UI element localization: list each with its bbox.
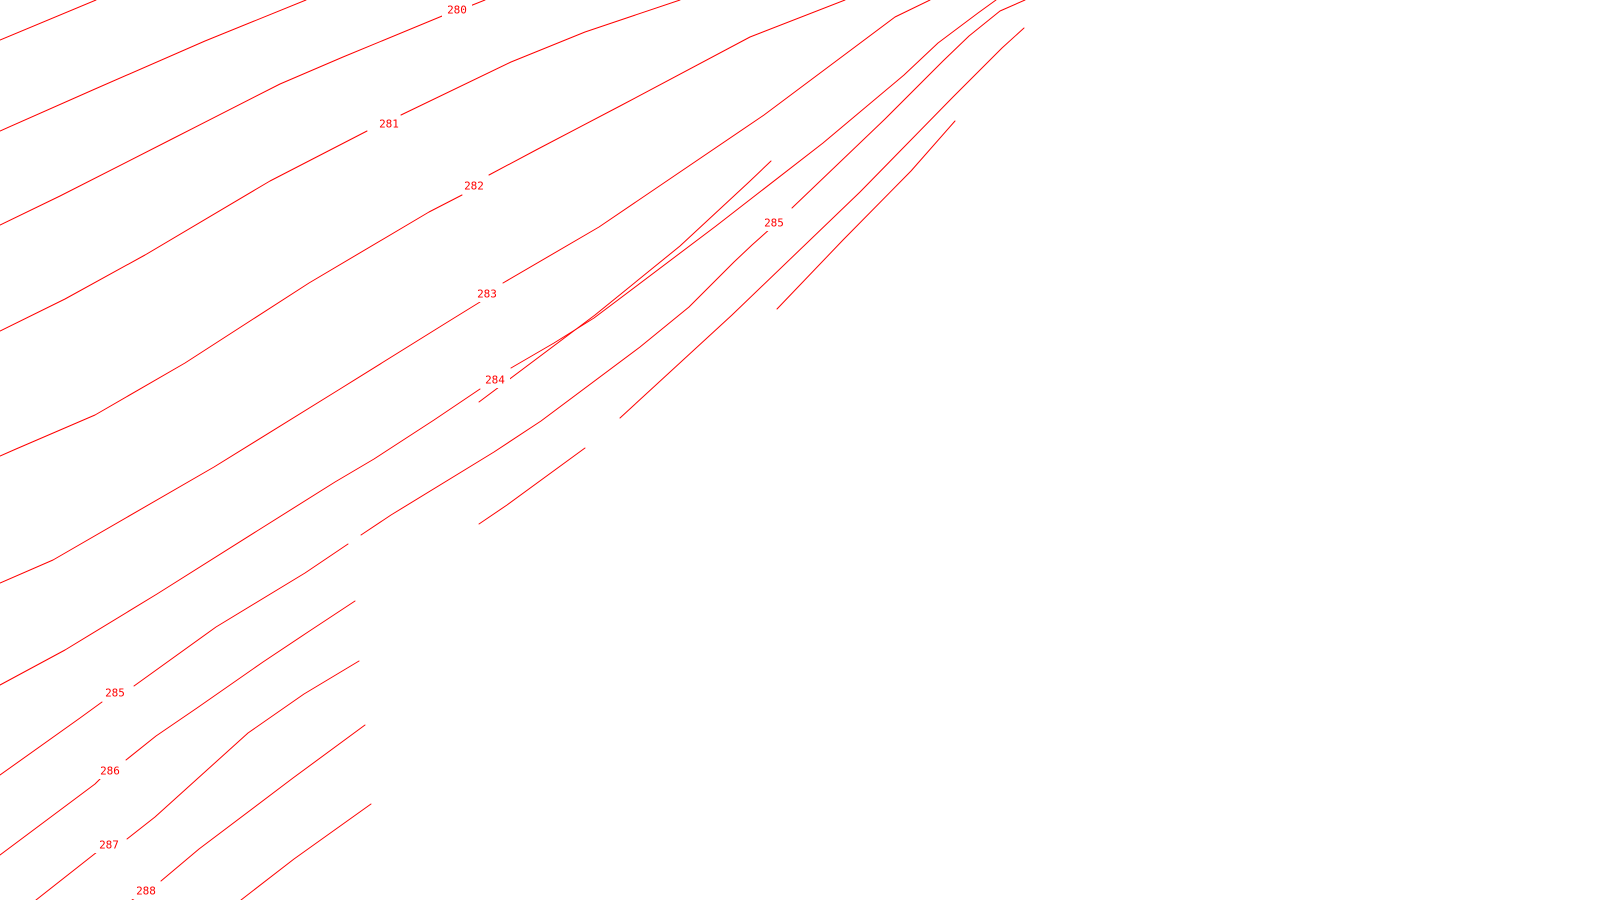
contour-line-280-west <box>0 0 307 132</box>
contour-label-281: 281 <box>379 118 399 131</box>
contour-label-280: 280 <box>447 4 467 17</box>
contour-line-287-west <box>35 847 102 900</box>
contour-line-286-northeast <box>619 27 1025 419</box>
label-bg-286 <box>95 763 125 779</box>
contour-line-287-northeast <box>776 120 956 310</box>
contour-line-285-gap-east <box>133 543 349 687</box>
contour-line-283-west <box>0 194 463 457</box>
contour-line-286-segment <box>360 227 772 536</box>
contour-line-289 <box>240 803 372 900</box>
contour-label-283: 283 <box>477 288 497 301</box>
label-bg-288 <box>131 883 161 899</box>
contour-label-285-east: 285 <box>764 217 784 230</box>
contour-line-287-east <box>126 660 360 840</box>
contour-lines <box>0 0 1026 900</box>
contour-label-285-west: 285 <box>105 687 125 700</box>
contour-label-288: 288 <box>136 885 156 898</box>
contour-line-279 <box>0 0 97 41</box>
contour-line-282-east <box>488 0 846 176</box>
label-bg-281 <box>374 116 404 132</box>
contour-line-286-west <box>0 777 102 856</box>
contour-line-286-east <box>125 600 356 761</box>
label-bg-284 <box>480 372 510 388</box>
label-bg-282 <box>459 178 489 194</box>
label-bg-285-east <box>759 215 789 231</box>
contour-label-286: 286 <box>100 765 120 778</box>
contour-labels: 280 281 282 283 284 285 285 286 287 288 <box>94 2 789 899</box>
contour-line-285-main-east <box>478 160 772 403</box>
contour-line-280-east <box>469 0 486 7</box>
contour-line-284-west <box>0 301 481 584</box>
label-bg-285-west <box>100 685 130 701</box>
contour-line-281-east <box>400 0 681 116</box>
contour-line-283-east <box>502 0 931 284</box>
contour-line-285-main <box>0 388 481 686</box>
contour-line-285-northeast <box>791 0 1026 209</box>
contour-label-287: 287 <box>99 839 119 852</box>
contour-line-285-gap-west <box>0 701 103 776</box>
contour-line-287-southwest <box>478 447 586 525</box>
contour-label-282: 282 <box>464 180 484 193</box>
label-bg-287 <box>94 837 124 853</box>
label-bg-280 <box>442 2 472 18</box>
contour-line-281-west <box>0 13 448 226</box>
contour-label-284: 284 <box>485 374 505 387</box>
contour-line-284-east <box>510 0 997 369</box>
label-bg-283 <box>472 286 502 302</box>
contour-line-282-west <box>0 130 368 332</box>
contour-line-288-east <box>160 724 366 882</box>
